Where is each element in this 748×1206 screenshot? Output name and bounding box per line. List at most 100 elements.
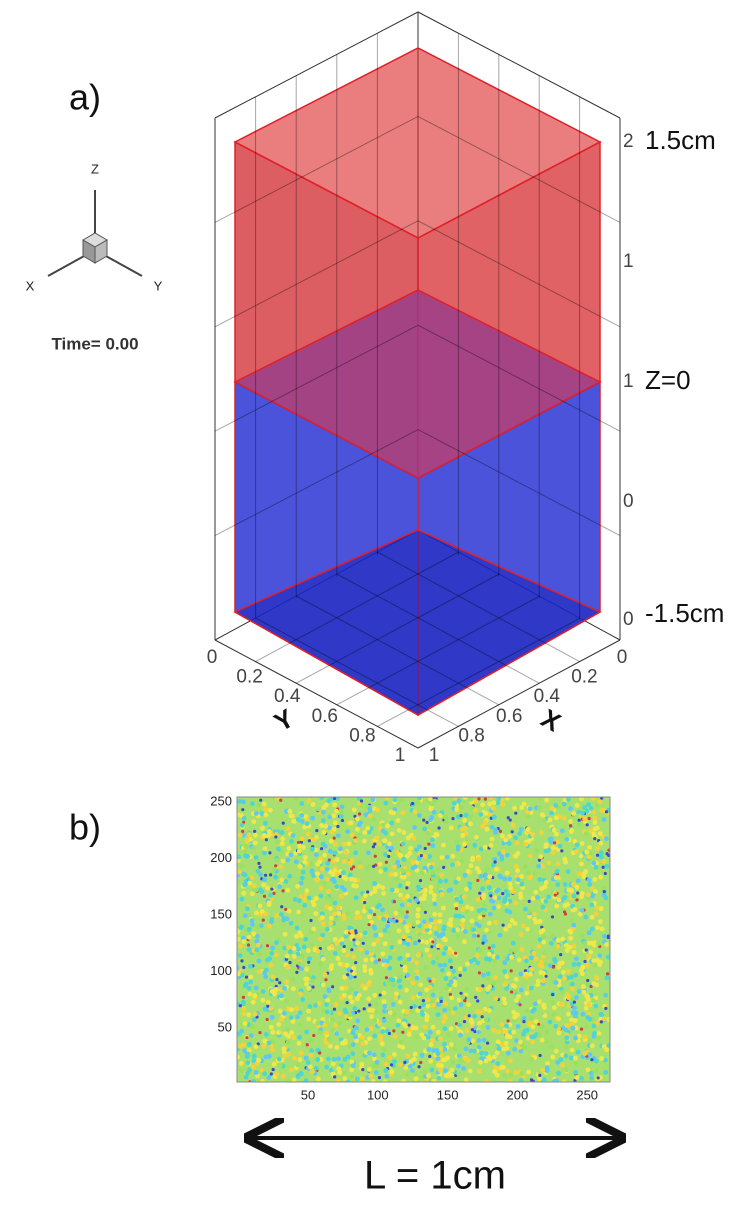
noise-dot	[256, 969, 262, 975]
noise-dot	[387, 1010, 393, 1016]
noise-dot	[459, 1057, 464, 1063]
noise-dot	[499, 1065, 504, 1070]
noise-dot	[456, 1063, 461, 1069]
noise-dot	[394, 876, 400, 882]
noise-dot	[318, 874, 324, 880]
noise-dot	[494, 1072, 500, 1078]
noise-dot	[239, 1068, 244, 1073]
noise-dot	[483, 820, 488, 826]
noise-dot	[431, 960, 436, 965]
noise-dot	[415, 907, 421, 912]
noise-dot	[566, 968, 571, 974]
noise-dot	[561, 1079, 567, 1082]
noise-dot	[456, 876, 461, 882]
noise-dot	[422, 818, 426, 822]
noise-dot	[299, 875, 305, 881]
noise-dot	[423, 846, 427, 851]
noise-dot	[561, 801, 567, 807]
noise-dot	[519, 946, 525, 952]
noise-dot	[498, 829, 503, 833]
noise-dot	[527, 853, 533, 859]
noise-dot	[472, 1013, 478, 1019]
noise-dot	[432, 892, 437, 898]
noise-dot	[488, 797, 494, 800]
noise-dot	[318, 1057, 324, 1062]
annotation: 1.5cm	[645, 125, 716, 155]
noise-dot	[352, 1005, 358, 1011]
noise-dot	[478, 846, 484, 852]
noise-dot	[562, 903, 568, 909]
noise-dot	[600, 797, 604, 800]
noise-dot	[511, 1009, 517, 1015]
noise-dot	[543, 880, 549, 885]
noise-dot	[435, 875, 441, 881]
noise-dot	[242, 849, 248, 854]
noise-dot	[573, 1055, 578, 1061]
noise-dot	[385, 823, 390, 829]
length-label: L = 1cm	[364, 1154, 506, 1198]
noise-dot	[481, 984, 485, 988]
noise-dot	[322, 852, 328, 858]
noise-dot	[477, 986, 483, 992]
noise-dot	[267, 1053, 272, 1059]
noise-dot	[527, 1022, 533, 1027]
noise-dot	[305, 1043, 309, 1047]
noise-dot	[551, 965, 555, 969]
noise-dot	[577, 871, 582, 877]
noise-dot	[364, 950, 370, 955]
noise-dot	[566, 1011, 571, 1017]
noise-dot	[492, 895, 498, 901]
noise-dot	[404, 1009, 410, 1015]
noise-dot	[604, 975, 610, 981]
noise-dot	[316, 806, 322, 812]
noise-dot	[377, 915, 383, 920]
noise-dot	[442, 865, 446, 869]
noise-dot	[285, 944, 291, 950]
noise-dot	[569, 824, 573, 828]
noise-dot	[489, 824, 495, 830]
noise-dot	[410, 980, 416, 986]
noise-dot	[569, 974, 574, 980]
noise-dot	[515, 868, 520, 874]
noise-dot	[467, 1068, 473, 1074]
noise-dot	[262, 894, 267, 898]
noise-dot	[435, 1001, 441, 1007]
noise-dot	[422, 865, 428, 871]
noise-dot	[269, 917, 275, 922]
noise-dot	[406, 956, 412, 962]
noise-dot	[298, 880, 304, 886]
noise-dot	[603, 871, 607, 876]
noise-dot	[308, 1052, 314, 1058]
noise-dot	[522, 1020, 526, 1024]
noise-dot	[371, 1063, 377, 1069]
noise-dot	[401, 1021, 407, 1027]
noise-dot	[421, 919, 427, 925]
noise-dot	[553, 815, 559, 821]
noise-dot	[596, 1076, 600, 1080]
noise-dot	[449, 1067, 455, 1073]
noise-dot	[237, 965, 240, 971]
noise-dot	[462, 1019, 467, 1024]
noise-dot	[345, 829, 351, 834]
noise-dot	[262, 1038, 268, 1044]
noise-dot	[345, 952, 351, 958]
noise-dot	[586, 997, 591, 1002]
noise-dot	[296, 1041, 302, 1046]
noise-dot	[265, 957, 270, 963]
noise-dot	[426, 1073, 431, 1079]
noise-dot	[476, 1044, 482, 1050]
noise-dot	[491, 958, 497, 963]
noise-dot	[324, 978, 328, 982]
noise-dot	[270, 974, 276, 980]
noise-dot	[439, 854, 445, 860]
noise-dot	[336, 1056, 341, 1062]
noise-dot	[311, 926, 316, 932]
noise-dot	[368, 909, 374, 914]
noise-dot	[337, 1020, 343, 1026]
noise-dot	[450, 862, 455, 868]
noise-dot	[425, 820, 429, 825]
noise-dot	[349, 867, 354, 871]
noise-dot	[450, 1010, 456, 1016]
noise-dot	[254, 924, 260, 929]
noise-dot	[255, 933, 260, 939]
